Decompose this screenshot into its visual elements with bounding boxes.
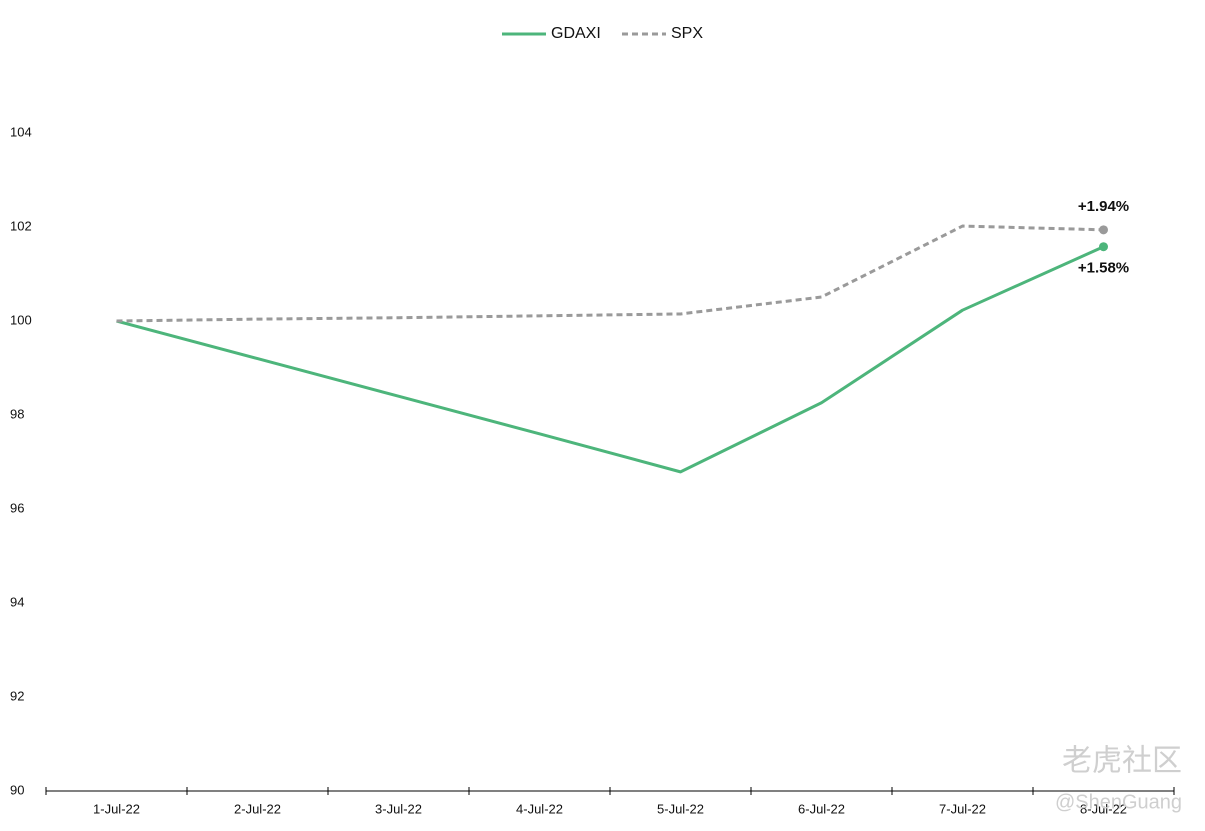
x-tick-label: 4-Jul-22 [516,801,563,816]
legend-label: SPX [671,25,703,42]
end-point [1099,242,1108,252]
x-tick-label: 5-Jul-22 [657,801,704,816]
line-series [116,245,1105,474]
y-tick-label: 104 [10,124,32,139]
y-tick-label: 90 [10,782,24,797]
annotation: +1.58% [1078,260,1129,277]
x-tick-label: 6-Jul-22 [798,801,845,816]
y-tick-label: 100 [10,312,32,327]
y-tick-label: 96 [10,500,24,515]
y-tick-label: 102 [10,218,32,233]
x-tick-label: 3-Jul-22 [375,801,422,816]
y-tick-label: 98 [10,406,24,421]
watermark: @ShenGuang [1055,791,1182,813]
x-tick-label: 2-Jul-22 [234,801,281,816]
annotation: +1.94% [1078,198,1129,215]
y-tick-label: 92 [10,688,24,703]
end-point [1099,225,1108,235]
x-tick-label: 8-Jul-22 [1080,801,1127,816]
legend-label: GDAXI [551,25,601,42]
line-series [116,224,1104,323]
watermark: 老虎社区 [1062,744,1182,779]
y-tick-label: 94 [10,594,24,609]
x-tick-label: 1-Jul-22 [93,801,140,816]
x-tick-label: 7-Jul-22 [939,801,986,816]
